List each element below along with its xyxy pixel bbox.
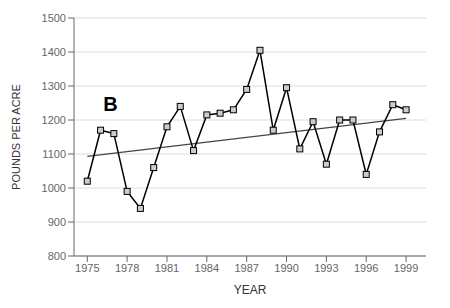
svg-text:1300: 1300 <box>42 80 66 92</box>
svg-text:1981: 1981 <box>155 262 179 274</box>
svg-text:1500: 1500 <box>42 12 66 24</box>
svg-text:1978: 1978 <box>115 262 139 274</box>
svg-text:900: 900 <box>48 216 66 228</box>
svg-text:1996: 1996 <box>354 262 378 274</box>
svg-text:1000: 1000 <box>42 182 66 194</box>
svg-text:1975: 1975 <box>75 262 99 274</box>
svg-text:YEAR: YEAR <box>234 283 267 297</box>
svg-text:1400: 1400 <box>42 46 66 58</box>
svg-text:800: 800 <box>48 250 66 262</box>
svg-text:1999: 1999 <box>394 262 418 274</box>
svg-text:1200: 1200 <box>42 114 66 126</box>
svg-text:1993: 1993 <box>314 262 338 274</box>
svg-text:B: B <box>103 93 117 115</box>
svg-text:1987: 1987 <box>234 262 258 274</box>
svg-text:1100: 1100 <box>42 148 66 160</box>
svg-text:1984: 1984 <box>195 262 219 274</box>
svg-text:POUNDS PER ACRE: POUNDS PER ACRE <box>10 84 22 190</box>
svg-text:1990: 1990 <box>274 262 298 274</box>
